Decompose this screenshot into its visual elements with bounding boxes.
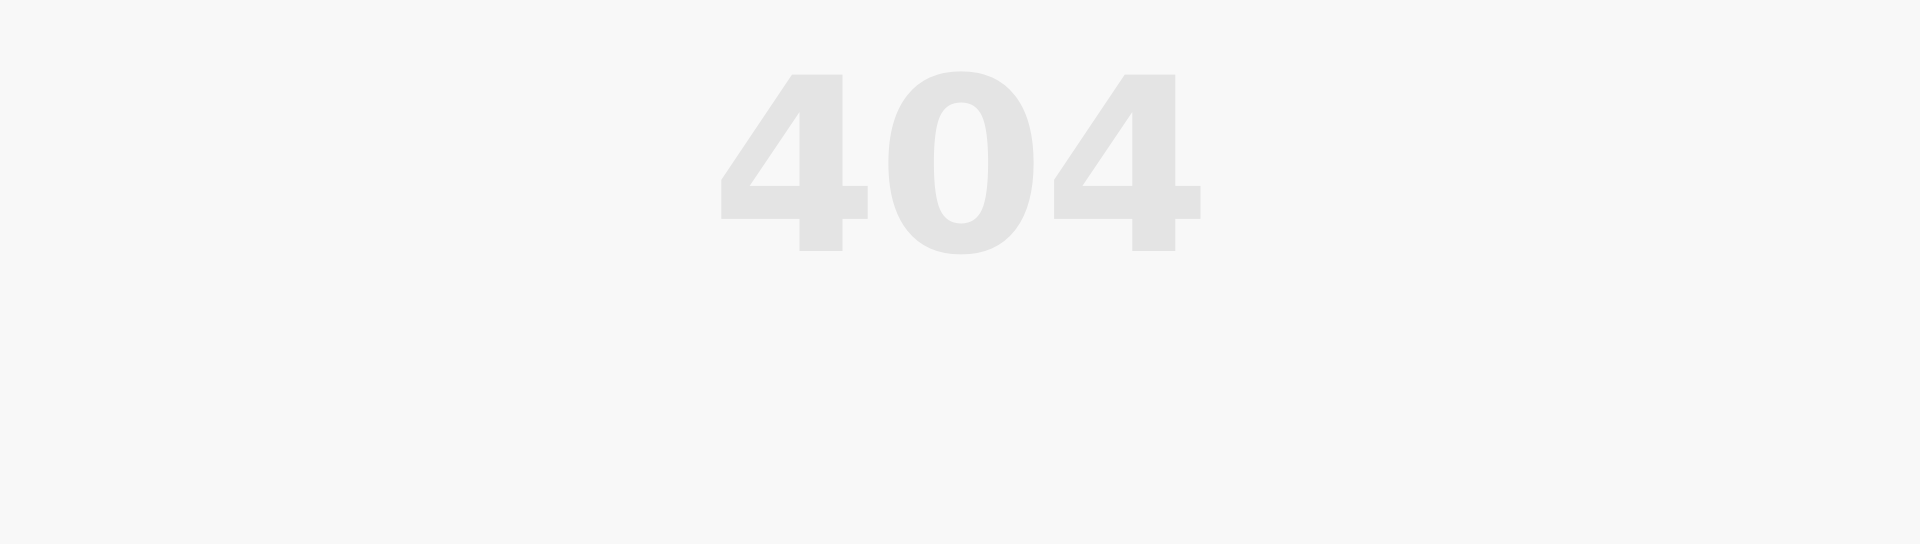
error-code-heading: 404 xyxy=(710,27,1211,309)
